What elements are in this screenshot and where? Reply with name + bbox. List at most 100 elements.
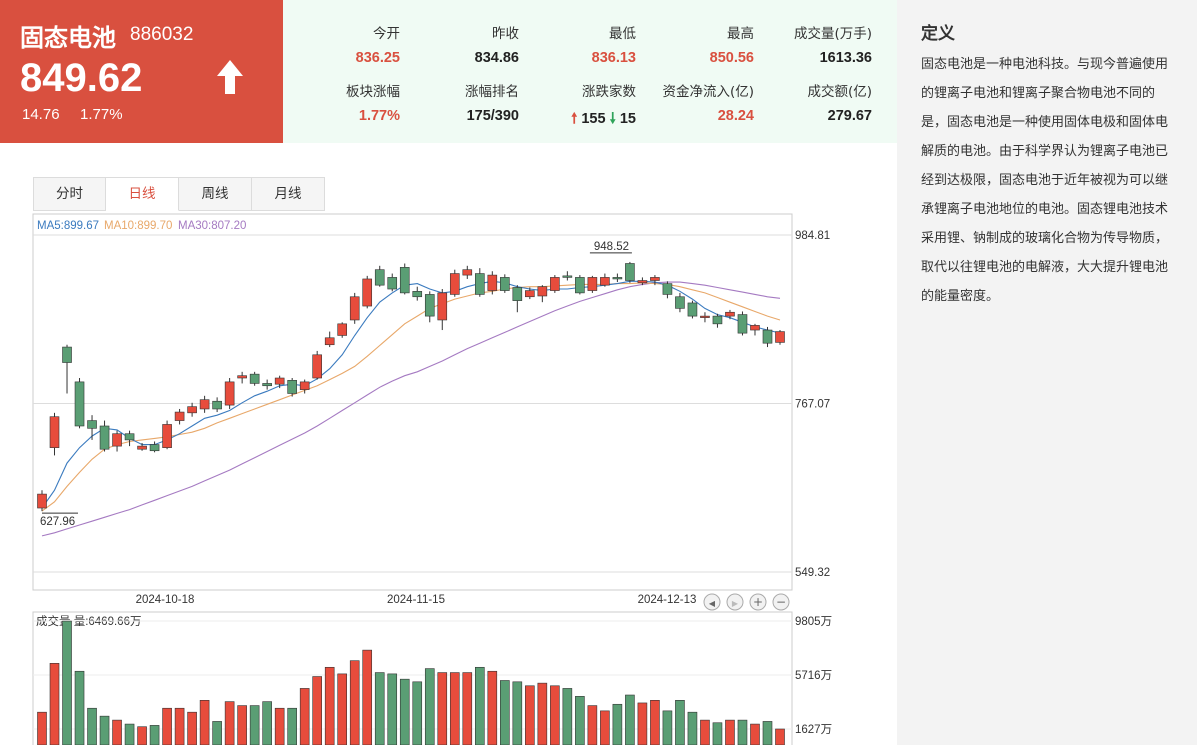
ma5-legend: MA5:899.67 xyxy=(37,220,99,232)
candle-body xyxy=(525,290,535,298)
nav-left-icon[interactable]: ◀ xyxy=(703,593,721,611)
candle-body xyxy=(262,383,272,387)
volume-tick-label: 5716万 xyxy=(795,670,832,682)
candle-body xyxy=(575,277,585,294)
stat-item: 今开 836.25 xyxy=(270,22,400,66)
candle xyxy=(287,378,297,397)
candle-body xyxy=(412,291,423,298)
candle-body xyxy=(274,377,285,385)
stat-value: 175/390 xyxy=(466,108,519,124)
stat-label: 最低 xyxy=(609,26,636,42)
stat-value: 834.86 xyxy=(474,50,519,66)
volume-bar xyxy=(725,719,735,745)
candle-body xyxy=(124,433,135,441)
candle-body xyxy=(162,424,172,448)
candle-body xyxy=(612,277,623,280)
volume-bar xyxy=(74,670,85,745)
candle xyxy=(775,330,785,345)
volume-bar xyxy=(550,685,560,745)
candle-body xyxy=(37,493,47,509)
stat-value: 1613.36 xyxy=(819,50,872,66)
zoom-out-icon[interactable]: − xyxy=(772,593,790,611)
nav-left-icon-glyph: ◀ xyxy=(709,599,716,608)
chart-tabs: 分时 日线 周线 月线 xyxy=(33,177,325,211)
tab-0[interactable]: 分时 xyxy=(33,177,106,211)
advance-decline: 🠕 155 🠗 15 xyxy=(506,108,636,133)
stat-value: 279.67 xyxy=(827,108,872,124)
candle xyxy=(437,289,448,331)
candle-body xyxy=(87,420,97,429)
candle xyxy=(550,275,560,293)
zoom-in-icon[interactable]: + xyxy=(749,593,767,611)
candle-body xyxy=(62,346,72,363)
ma10-legend: MA10:899.70 xyxy=(104,220,172,232)
volume-bar xyxy=(187,711,197,745)
tab-2[interactable]: 周线 xyxy=(179,177,252,211)
volume-bar xyxy=(62,620,72,745)
candle-body xyxy=(199,399,210,410)
tab-3[interactable]: 月线 xyxy=(252,177,325,211)
y-tick-label: 549.32 xyxy=(795,567,830,579)
candle xyxy=(212,397,222,413)
candle-body xyxy=(687,302,698,317)
candle xyxy=(424,291,435,323)
candle-body xyxy=(299,381,310,390)
candle-body xyxy=(562,275,573,278)
current-price: 849.62 xyxy=(20,56,143,100)
y-tick-label: 767.07 xyxy=(795,398,830,410)
stat-value: 28.24 xyxy=(717,108,754,124)
candle xyxy=(124,430,135,447)
candle xyxy=(174,408,185,425)
volume-bar xyxy=(412,681,423,745)
candle xyxy=(700,312,710,323)
candle xyxy=(249,371,260,386)
candle xyxy=(500,274,510,293)
candle-body xyxy=(374,269,385,286)
volume-bar xyxy=(399,678,410,745)
candle-body xyxy=(449,273,460,295)
candle xyxy=(387,273,398,292)
candle xyxy=(712,313,723,328)
stat-value: 836.13 xyxy=(591,50,636,66)
candle-body xyxy=(500,277,510,291)
volume-bar xyxy=(700,719,710,745)
candle-body xyxy=(137,445,147,450)
nav-right-icon[interactable]: ▶ xyxy=(726,593,744,611)
definition-title: 定义 xyxy=(921,24,955,44)
candle xyxy=(99,420,110,452)
volume-bar xyxy=(249,705,260,745)
down-arrow-icon: 🠗 xyxy=(609,111,616,127)
up-arrow-icon xyxy=(217,60,243,94)
candle-body xyxy=(212,400,222,410)
candle xyxy=(687,300,698,319)
stat-item: 资金净流入(亿) 28.24 xyxy=(624,80,754,124)
decline-count: 15 xyxy=(615,111,636,127)
stat-value: 850.56 xyxy=(709,50,754,66)
stat-label: 成交量(万手) xyxy=(793,26,872,42)
candle xyxy=(237,371,247,384)
volume-bar xyxy=(299,688,310,745)
candle-body xyxy=(349,296,360,321)
volume-bar xyxy=(587,705,598,745)
volume-bar xyxy=(37,711,47,745)
candle xyxy=(312,350,322,380)
candle-body xyxy=(487,274,498,291)
volume-bar xyxy=(312,676,322,745)
volume-bar xyxy=(224,701,235,745)
volume-bar xyxy=(274,707,285,745)
tab-1[interactable]: 日线 xyxy=(106,177,179,211)
candle xyxy=(612,273,623,283)
candle-body xyxy=(74,381,85,427)
volume-bar xyxy=(750,723,760,745)
ma30-legend: MA30:807.20 xyxy=(178,220,246,232)
candle-body xyxy=(287,380,297,394)
candle xyxy=(187,402,197,417)
candle-body xyxy=(249,373,260,384)
candle xyxy=(600,273,610,287)
volume-bar xyxy=(237,705,247,745)
candle-body xyxy=(312,354,322,379)
volume-bar xyxy=(87,707,97,745)
stat-value: 836.25 xyxy=(355,50,400,66)
candle-body xyxy=(725,311,735,317)
